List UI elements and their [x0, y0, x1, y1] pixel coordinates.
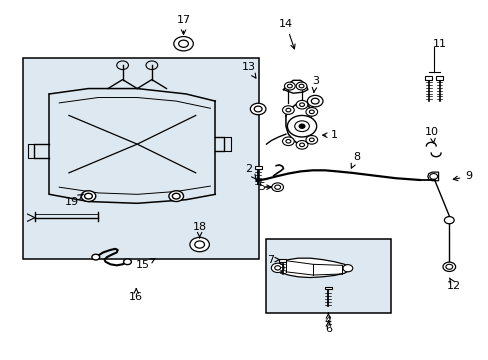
Circle shape	[305, 135, 317, 144]
Bar	[325, 287, 331, 289]
Polygon shape	[276, 258, 348, 278]
Text: 16: 16	[129, 288, 143, 302]
Circle shape	[287, 116, 316, 137]
Text: 3: 3	[311, 76, 318, 92]
Bar	[22, 58, 259, 259]
Circle shape	[282, 137, 294, 145]
Circle shape	[92, 254, 100, 260]
Text: 11: 11	[432, 39, 446, 49]
Text: 4: 4	[324, 313, 331, 325]
Text: 9: 9	[452, 171, 471, 181]
Circle shape	[305, 108, 317, 116]
Text: 2: 2	[244, 164, 256, 179]
Text: 12: 12	[446, 278, 460, 291]
Circle shape	[271, 263, 284, 273]
Circle shape	[173, 37, 193, 51]
Text: 18: 18	[192, 222, 206, 238]
Circle shape	[250, 103, 265, 115]
Circle shape	[444, 217, 453, 224]
Text: 19: 19	[64, 194, 83, 207]
Text: 1: 1	[322, 130, 338, 140]
Polygon shape	[427, 172, 438, 181]
Circle shape	[168, 191, 183, 202]
Text: 8: 8	[350, 152, 360, 168]
Text: 5: 5	[258, 182, 271, 192]
Circle shape	[271, 183, 283, 192]
Text: 14: 14	[278, 19, 294, 49]
Text: 10: 10	[425, 127, 438, 143]
Circle shape	[296, 140, 307, 149]
Circle shape	[189, 237, 209, 252]
Circle shape	[123, 259, 131, 265]
Circle shape	[296, 82, 306, 90]
Circle shape	[307, 95, 323, 107]
Circle shape	[342, 265, 352, 272]
Bar	[254, 166, 261, 169]
Bar	[435, 76, 442, 80]
Text: 7: 7	[267, 255, 280, 265]
Text: 6: 6	[324, 321, 331, 334]
Circle shape	[299, 124, 305, 129]
Circle shape	[81, 191, 96, 202]
Circle shape	[296, 100, 307, 109]
Bar	[425, 76, 431, 80]
Bar	[266, 239, 390, 313]
Circle shape	[442, 262, 455, 271]
Bar	[279, 259, 285, 262]
Text: 13: 13	[241, 62, 255, 78]
Circle shape	[284, 82, 295, 90]
Text: 15: 15	[136, 258, 155, 270]
Circle shape	[282, 106, 294, 114]
Text: 17: 17	[176, 15, 190, 34]
